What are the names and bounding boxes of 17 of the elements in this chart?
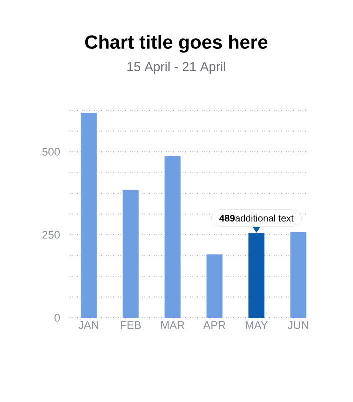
chart-title: Chart title goes here: [85, 35, 268, 53]
x-tick-label: MAR: [162, 322, 185, 330]
bar: [122, 190, 139, 318]
x-tick-label: JUN: [288, 322, 308, 330]
y-tick-label: 500: [42, 148, 60, 156]
annotation: 489additional text: [220, 214, 294, 222]
bar: [206, 254, 223, 318]
y-tick-label: 0: [54, 314, 60, 322]
x-tick-label: MAY: [246, 322, 268, 330]
chart-subtitle: 15 April - 21 April: [128, 62, 226, 74]
x-tick-label: APR: [203, 322, 226, 330]
y-tick-label: 250: [42, 231, 60, 239]
bar: [164, 156, 181, 318]
x-tick-label: FEB: [121, 322, 142, 330]
bar: [80, 113, 97, 318]
x-tick-label: JAN: [78, 322, 98, 330]
bar: [290, 232, 307, 318]
